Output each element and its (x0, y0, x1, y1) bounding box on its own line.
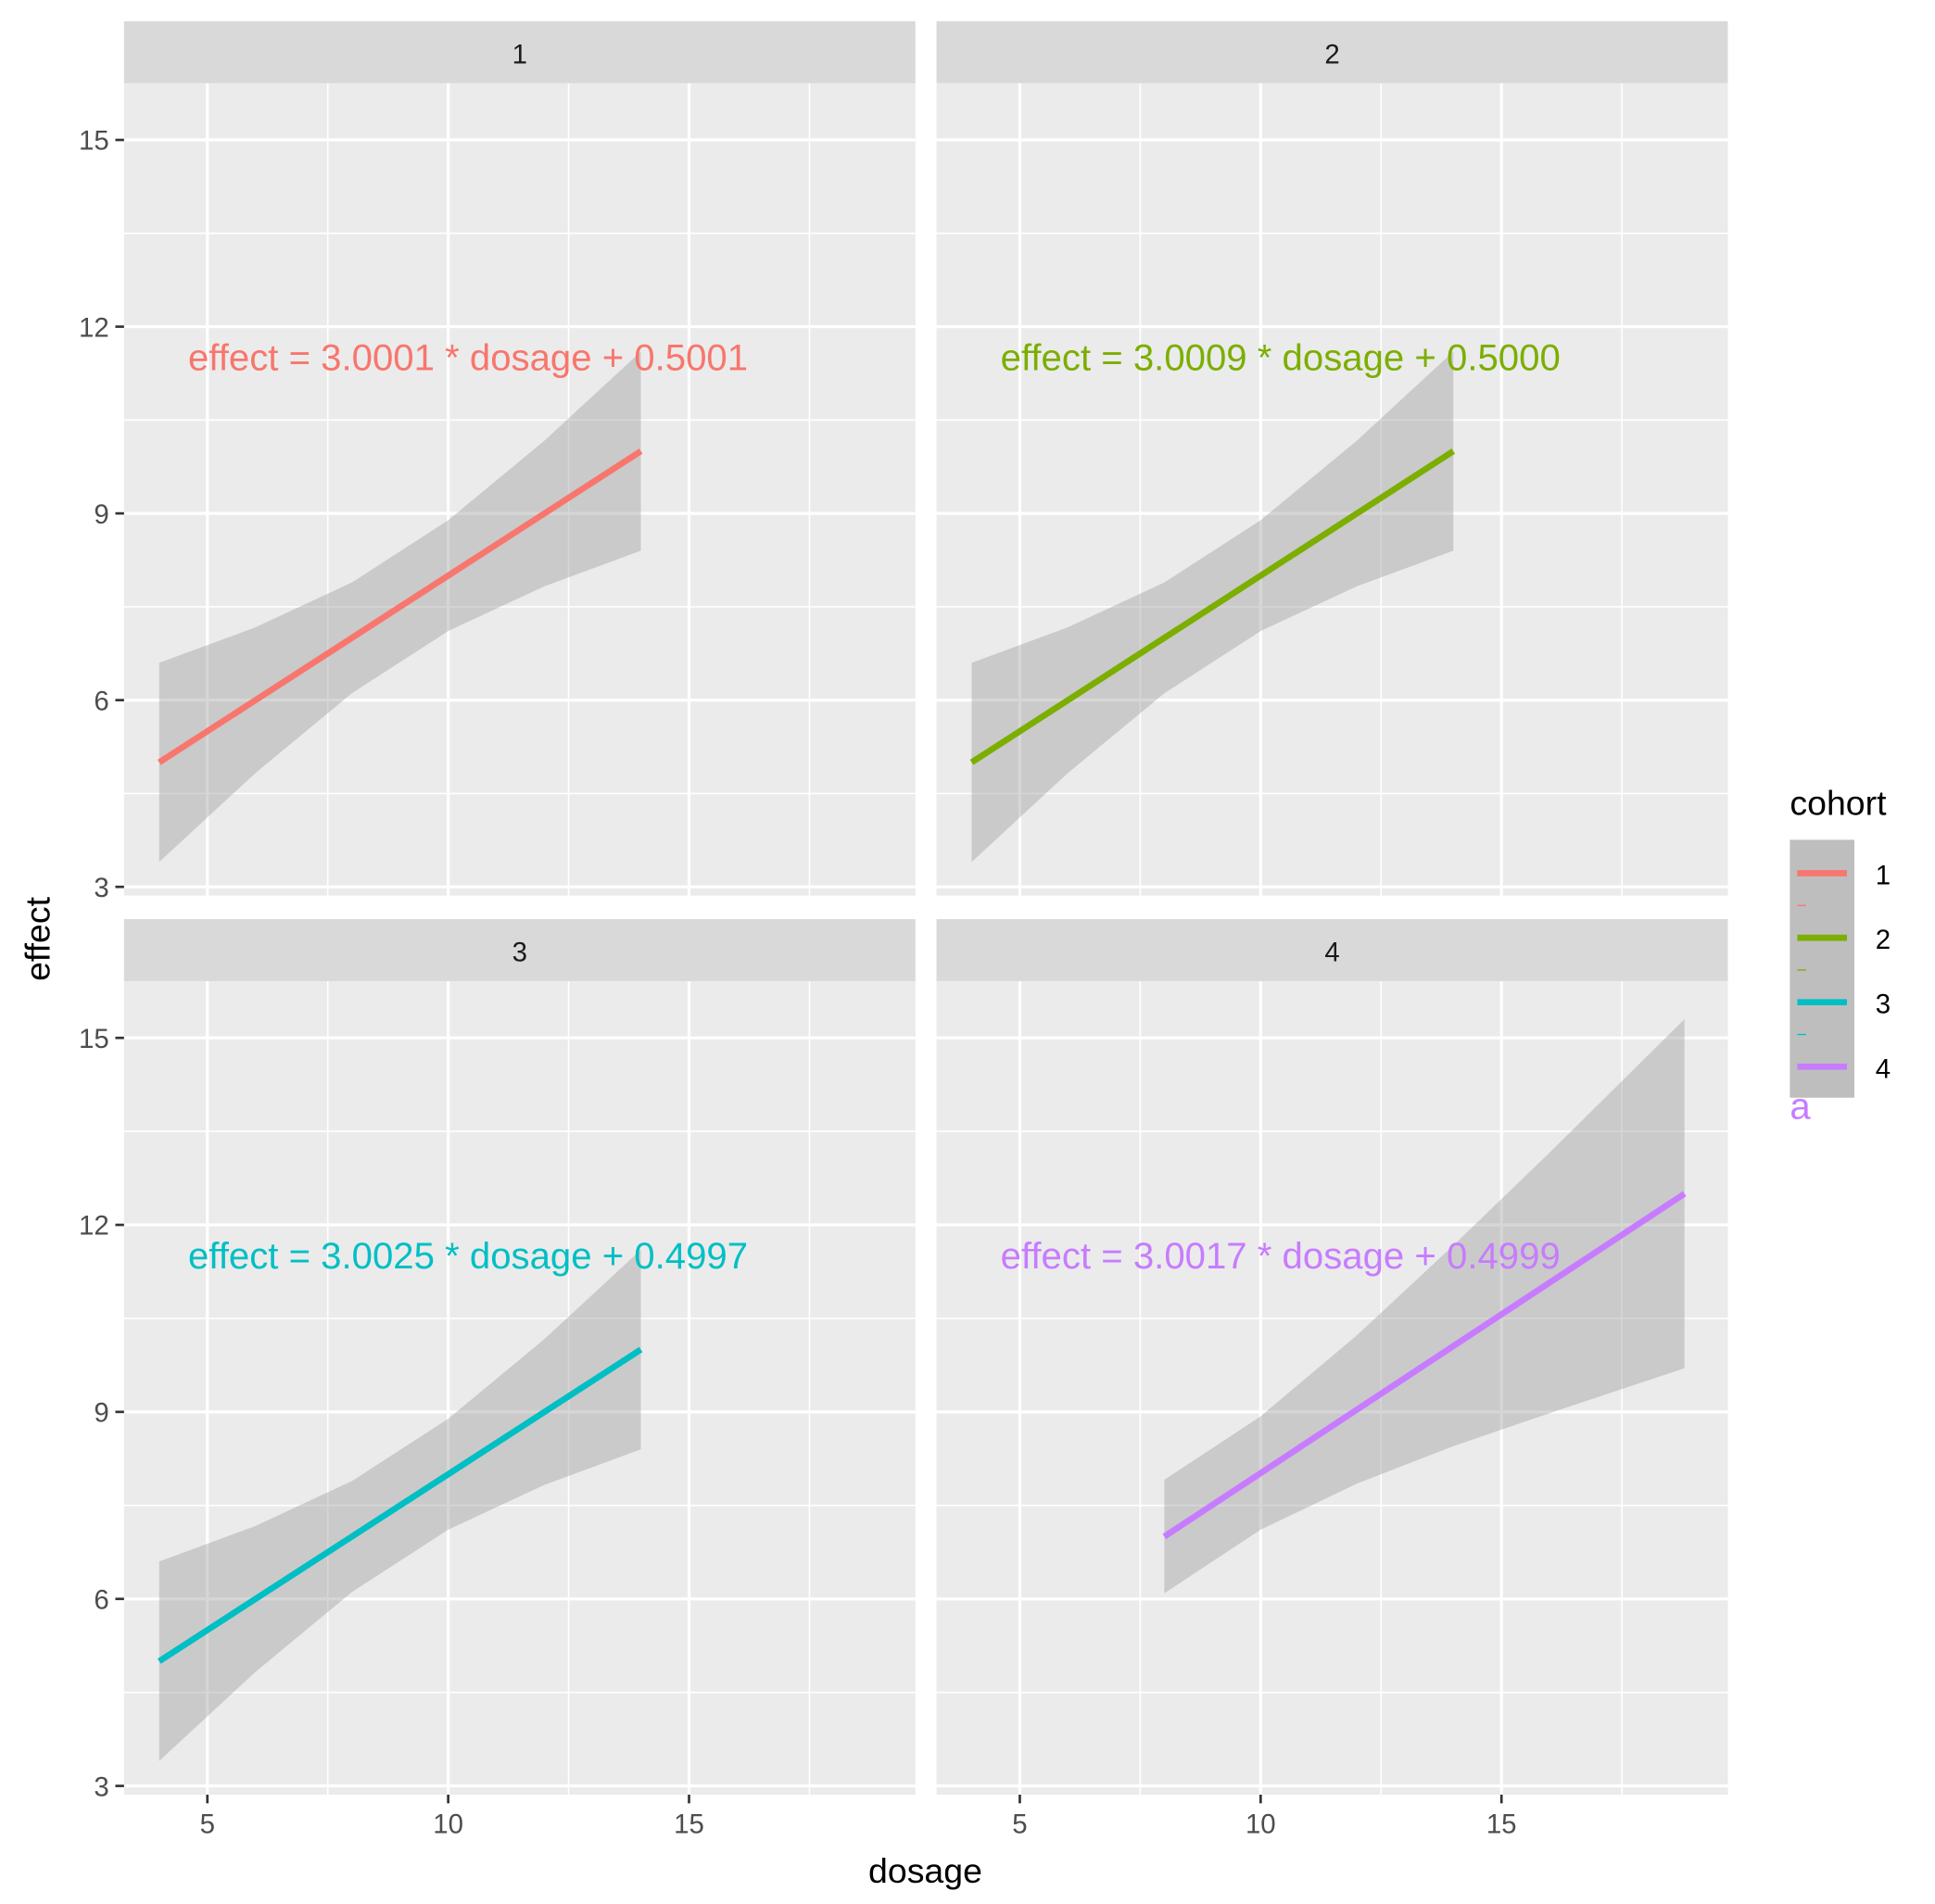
facet-strip-label: 3 (512, 938, 527, 968)
x-axis-label: dosage (868, 1851, 982, 1890)
y-tick-label: 6 (94, 1584, 108, 1615)
y-tick-label: 9 (94, 1398, 108, 1429)
y-tick-label: 6 (94, 686, 108, 716)
y-tick-label: 12 (79, 312, 109, 343)
equation-label: effect = 3.0025 * dosage + 0.4997 (188, 1235, 748, 1277)
legend-label: 2 (1876, 925, 1891, 955)
y-axis-label: effect (19, 896, 57, 981)
facet-strip (936, 20, 1728, 83)
regression-line (969, 448, 1456, 765)
facet-strip-label: 2 (1324, 39, 1339, 69)
y-tick-label: 3 (94, 873, 108, 903)
panel-background (936, 980, 1728, 1795)
x-tick-label: 10 (1246, 1809, 1276, 1839)
y-tick-label: 15 (79, 1024, 109, 1054)
facet-strip (123, 919, 916, 981)
legend-key-background (1790, 839, 1854, 1098)
panel-background (123, 82, 916, 896)
regression-line (157, 1346, 643, 1664)
legend-title: cohort (1790, 784, 1887, 823)
regression-line (157, 448, 643, 765)
legend-label: 3 (1876, 990, 1891, 1020)
legend-label: 1 (1876, 861, 1891, 891)
facet-panel-3: 3 effect = 3.0025 * dosage + 0.4997 3 6 9 12 1… (79, 919, 916, 1839)
y-tick-label: 15 (79, 126, 109, 157)
x-tick-label: 5 (1012, 1809, 1027, 1839)
regression-line (1162, 1191, 1687, 1540)
facet-strip (123, 20, 916, 83)
equation-label: effect = 3.0017 * dosage + 0.4999 (1001, 1235, 1561, 1277)
facet-panel-2: 2 effect = 3.0009 * dosage + 0.5000 (936, 20, 1728, 896)
facet-strip (936, 919, 1728, 981)
legend: cohort 1 2 3 4 a (1790, 784, 1891, 1128)
y-tick-label: 3 (94, 1772, 108, 1802)
facet-panel-4: 4 effect = 3.0017 * dosage + 0.4999 5 10 15 (936, 919, 1728, 1839)
facet-strip-label: 1 (512, 39, 527, 69)
equation-label: effect = 3.0001 * dosage + 0.5001 (188, 337, 748, 379)
legend-label: 4 (1876, 1053, 1891, 1084)
x-tick-label: 5 (200, 1809, 215, 1839)
x-tick-label: 10 (433, 1809, 463, 1839)
y-tick-label: 9 (94, 499, 108, 530)
panel-background (123, 980, 916, 1795)
x-tick-label: 15 (674, 1809, 704, 1839)
facet-strip-label: 4 (1324, 938, 1339, 968)
x-tick-label: 15 (1486, 1809, 1517, 1839)
panel-background (936, 82, 1728, 896)
facet-panel-1: 1 effect = 3.0001 * dosage + 0.5001 3 6 9 12 1… (79, 20, 916, 903)
y-tick-label: 12 (79, 1211, 109, 1242)
equation-label: effect = 3.0009 * dosage + 0.5000 (1001, 337, 1561, 379)
legend-stray-label: a (1790, 1086, 1811, 1128)
